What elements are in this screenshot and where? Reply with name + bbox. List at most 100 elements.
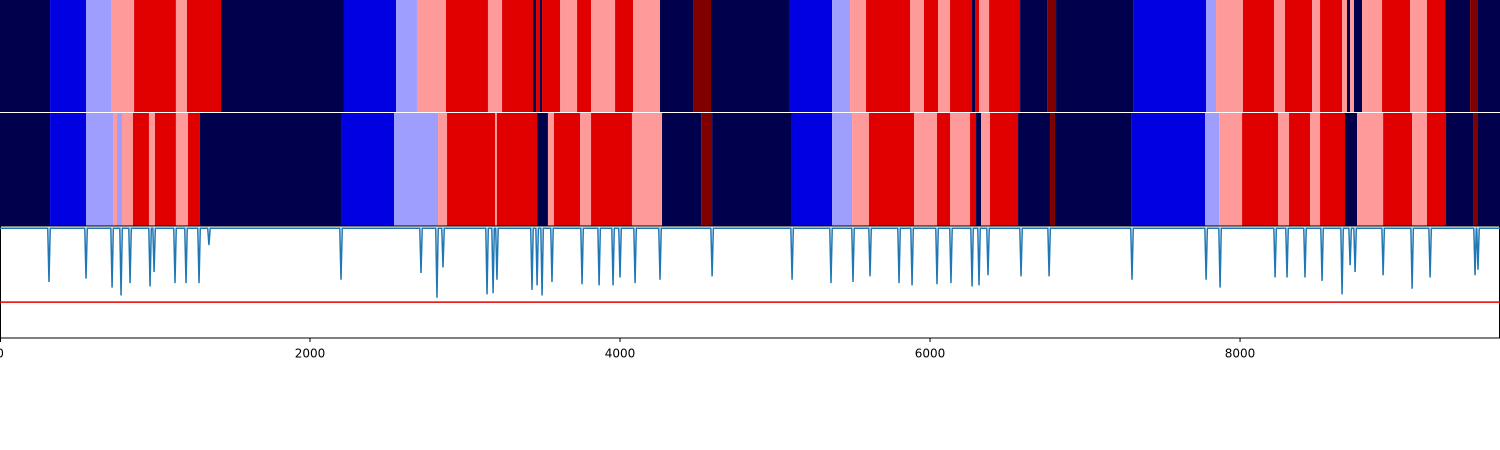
segment bbox=[0, 0, 51, 112]
segment bbox=[341, 113, 395, 226]
segment bbox=[112, 113, 118, 226]
segment bbox=[1320, 113, 1345, 226]
segment bbox=[923, 0, 939, 112]
segment bbox=[416, 0, 446, 112]
segment bbox=[1320, 0, 1343, 112]
x-tick-label: 2000 bbox=[295, 347, 326, 361]
segment bbox=[86, 113, 113, 226]
segment bbox=[950, 113, 971, 226]
x-tick-label: 4000 bbox=[605, 347, 636, 361]
segment bbox=[1274, 0, 1286, 112]
segment bbox=[447, 113, 496, 226]
segment bbox=[438, 113, 448, 226]
segment bbox=[50, 0, 87, 112]
segment bbox=[0, 113, 51, 226]
segment bbox=[537, 113, 548, 226]
segment bbox=[221, 0, 344, 112]
segment bbox=[790, 113, 833, 226]
segment bbox=[175, 0, 187, 112]
segment bbox=[974, 0, 980, 112]
segment bbox=[937, 113, 951, 226]
segment bbox=[693, 0, 712, 112]
segment bbox=[496, 113, 538, 226]
segment bbox=[1131, 113, 1206, 226]
segment bbox=[186, 0, 222, 112]
segment bbox=[1412, 113, 1427, 226]
segment bbox=[553, 113, 581, 226]
segment bbox=[175, 113, 189, 226]
segment bbox=[487, 0, 503, 112]
segment bbox=[132, 113, 149, 226]
segment bbox=[910, 0, 924, 112]
segment bbox=[591, 113, 632, 226]
segment bbox=[866, 0, 911, 112]
segment bbox=[1350, 0, 1354, 112]
segment bbox=[1133, 0, 1207, 112]
segment bbox=[1018, 113, 1051, 226]
segment bbox=[631, 113, 663, 226]
segment bbox=[1477, 0, 1500, 112]
segment bbox=[970, 113, 977, 226]
segment bbox=[1410, 0, 1427, 112]
segment bbox=[445, 0, 488, 112]
segment bbox=[50, 113, 87, 226]
segment bbox=[394, 113, 439, 226]
segment bbox=[533, 0, 537, 112]
segment bbox=[1470, 0, 1478, 112]
segment bbox=[979, 0, 990, 112]
segment bbox=[1205, 113, 1220, 226]
segment bbox=[1362, 0, 1383, 112]
segment bbox=[662, 113, 702, 226]
segment bbox=[1242, 113, 1279, 226]
segment bbox=[1050, 113, 1055, 226]
segment bbox=[1383, 113, 1413, 226]
segment bbox=[850, 0, 867, 112]
segment bbox=[1242, 0, 1275, 112]
segment bbox=[660, 0, 694, 112]
segment bbox=[1426, 0, 1446, 112]
segment bbox=[1353, 0, 1363, 112]
segment bbox=[396, 0, 417, 112]
segment bbox=[1285, 0, 1313, 112]
x-tick-label: 0 bbox=[0, 347, 4, 361]
x-tick-label: 8000 bbox=[1225, 347, 1256, 361]
segment bbox=[536, 0, 541, 112]
segment bbox=[134, 0, 176, 112]
segment bbox=[1216, 0, 1243, 112]
segment bbox=[1056, 0, 1134, 112]
segment bbox=[155, 113, 176, 226]
segment bbox=[1426, 113, 1447, 226]
segment bbox=[1020, 0, 1048, 112]
segment bbox=[711, 0, 789, 112]
segment bbox=[148, 113, 156, 226]
segment bbox=[1445, 0, 1471, 112]
score-line bbox=[0, 227, 1500, 298]
segment bbox=[86, 0, 111, 112]
segment bbox=[495, 113, 497, 226]
segment bbox=[1047, 0, 1057, 112]
segment bbox=[712, 113, 791, 226]
segment bbox=[914, 113, 938, 226]
segment bbox=[1344, 113, 1358, 226]
segment bbox=[938, 0, 951, 112]
segment bbox=[832, 113, 853, 226]
segment bbox=[1477, 113, 1500, 226]
segment bbox=[1054, 113, 1132, 226]
segment bbox=[591, 0, 616, 112]
segment bbox=[188, 113, 200, 226]
segment bbox=[343, 0, 397, 112]
segment bbox=[990, 113, 1019, 226]
segment bbox=[868, 113, 915, 226]
segment bbox=[1473, 113, 1478, 226]
segment bbox=[547, 113, 554, 226]
segment bbox=[950, 0, 973, 112]
segment bbox=[701, 113, 713, 226]
segment bbox=[1312, 0, 1321, 112]
segment bbox=[121, 113, 133, 226]
segment bbox=[577, 0, 592, 112]
segment bbox=[981, 113, 991, 226]
segment bbox=[1446, 113, 1474, 226]
segment bbox=[1382, 0, 1411, 112]
segment bbox=[1310, 113, 1321, 226]
